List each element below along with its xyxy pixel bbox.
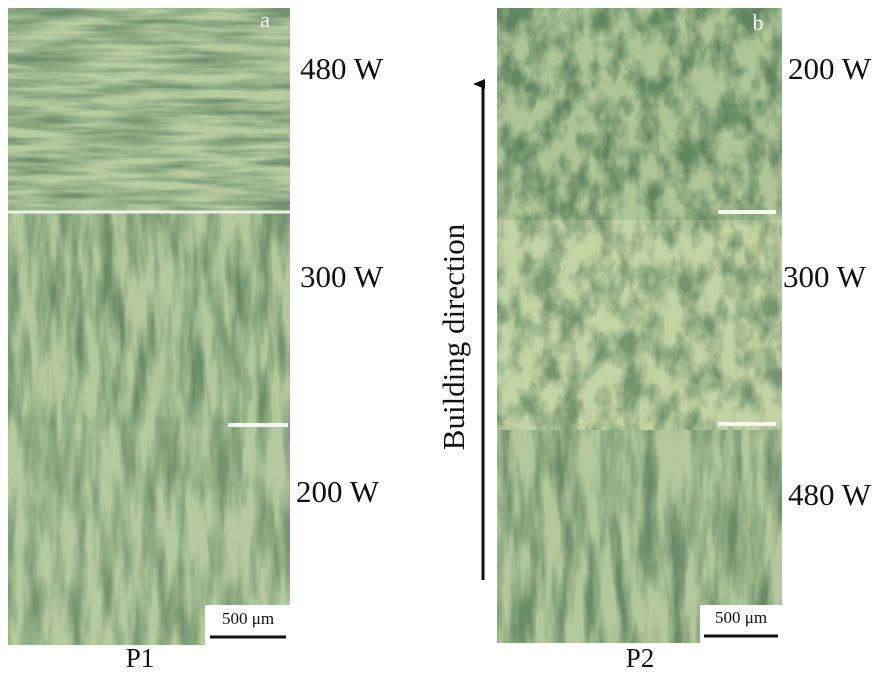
layer-label: 200 W bbox=[296, 474, 380, 509]
panel-name: P2 bbox=[626, 643, 655, 673]
layer-label: 480 W bbox=[300, 51, 384, 86]
panel-letter: b bbox=[753, 10, 764, 35]
panel-name: P1 bbox=[126, 643, 155, 673]
layer-label: 480 W bbox=[788, 477, 872, 512]
scale-bar-label: 500 μm bbox=[222, 609, 274, 628]
micrograph-p1 bbox=[8, 8, 291, 646]
micrograph-p2 bbox=[497, 8, 782, 644]
arrow-label: Building direction bbox=[436, 223, 471, 450]
panel-letter: a bbox=[260, 7, 270, 32]
layer-label: 300 W bbox=[300, 259, 384, 294]
layer-label: 300 W bbox=[783, 259, 867, 294]
scale-bar-label: 500 μm bbox=[715, 608, 767, 627]
layer-label: 200 W bbox=[788, 51, 872, 86]
